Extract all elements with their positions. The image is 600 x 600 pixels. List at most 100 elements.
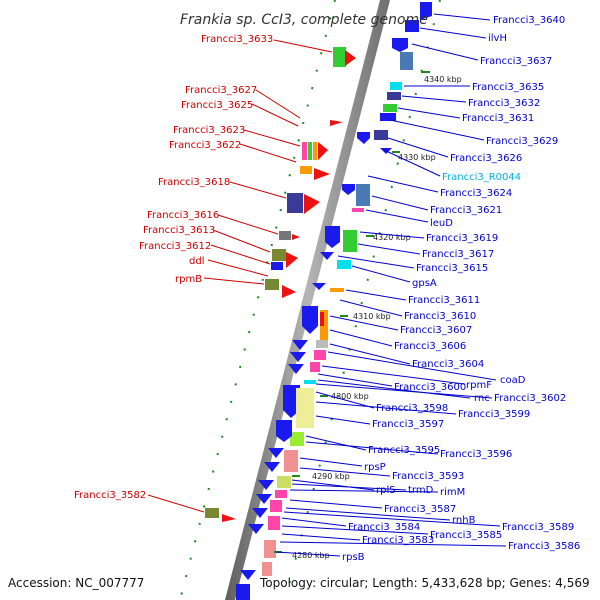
- gene-3631b[interactable]: [380, 113, 396, 121]
- gene-3600c[interactable]: [288, 364, 304, 374]
- gene-label-right[interactable]: Francci3_3617: [422, 249, 494, 260]
- gene-3595[interactable]: [290, 432, 304, 446]
- gene-label-right[interactable]: Francci3_3631: [462, 113, 534, 124]
- gene-3615[interactable]: [320, 252, 334, 260]
- gene-3621[interactable]: [356, 184, 370, 206]
- gene-3616[interactable]: [279, 231, 291, 240]
- gene-label-right[interactable]: Francci3_3619: [426, 233, 498, 244]
- gene-3619[interactable]: [325, 226, 340, 248]
- gene-label-right[interactable]: Francci3_3586: [508, 541, 580, 552]
- gene-label-left[interactable]: ddl: [189, 256, 204, 267]
- gene-rplS[interactable]: [264, 462, 280, 472]
- gene-rnhB[interactable]: [270, 500, 282, 512]
- gene-3618[interactable]: [287, 193, 303, 213]
- gene-label-right[interactable]: trmD: [408, 485, 434, 496]
- gene-ddl[interactable]: [286, 252, 298, 268]
- gene-3631[interactable]: [383, 104, 397, 112]
- gene-label-right[interactable]: leuD: [430, 218, 453, 229]
- gene-label-right[interactable]: Francci3_3640: [493, 15, 565, 26]
- gene-label-right-rna[interactable]: Francci3_R0044: [442, 172, 521, 183]
- gene-3633[interactable]: [333, 47, 346, 67]
- gene-label-right[interactable]: Francci3_3629: [486, 136, 558, 147]
- gene-rpsP[interactable]: [284, 450, 298, 472]
- gene-label-right[interactable]: Francci3_3587: [384, 504, 456, 515]
- gene-label-right[interactable]: Francci3_3584: [348, 522, 420, 533]
- gene-label-right[interactable]: Francci3_3606: [394, 341, 466, 352]
- gene-label-right[interactable]: Francci3_3611: [408, 295, 480, 306]
- gene-label-right[interactable]: Francci3_3595: [368, 445, 440, 456]
- gene-3619b[interactable]: [300, 166, 312, 174]
- gene-label-right[interactable]: Francci3_3626: [450, 153, 522, 164]
- gene-label-right[interactable]: Francci3_3604: [412, 359, 484, 370]
- gene-3584[interactable]: [252, 508, 268, 518]
- gene-gpsA[interactable]: [337, 260, 351, 269]
- gene-label-left[interactable]: Francci3_3622: [169, 140, 241, 151]
- gene-label-left[interactable]: Francci3_3618: [158, 177, 230, 188]
- gene-label-right[interactable]: Francci3_3637: [480, 56, 552, 67]
- gene-3611b[interactable]: [330, 288, 344, 292]
- gene-label-right[interactable]: Francci3_3607: [400, 325, 472, 336]
- gene-3633-arrow[interactable]: [345, 50, 356, 66]
- gene-3606b[interactable]: [320, 312, 324, 326]
- gene-label-left[interactable]: rpmB: [175, 274, 202, 285]
- gene-label-right[interactable]: Francci3_3589: [502, 522, 574, 533]
- gene-3632[interactable]: [387, 92, 401, 100]
- gene-label-right[interactable]: Francci3_3585: [430, 530, 502, 541]
- gene-label-right[interactable]: rimM: [440, 487, 465, 498]
- gene-label-right[interactable]: rpsB: [342, 552, 365, 563]
- gene-3585[interactable]: [268, 516, 280, 530]
- gene-ilvH[interactable]: [405, 20, 419, 32]
- gene-label-right[interactable]: Francci3_3610: [404, 311, 476, 322]
- gene-3602[interactable]: [304, 380, 316, 384]
- gene-3582[interactable]: [205, 508, 219, 518]
- gene-rpmF[interactable]: [310, 362, 320, 372]
- gene-3623[interactable]: [302, 142, 307, 160]
- gene-3622a[interactable]: [308, 142, 312, 160]
- gene-label-left[interactable]: Francci3_3613: [143, 225, 215, 236]
- gene-3637[interactable]: [392, 38, 408, 52]
- gene-rimM[interactable]: [275, 490, 287, 498]
- gene-3586[interactable]: [264, 540, 276, 558]
- gene-label-right[interactable]: rpsP: [364, 462, 386, 473]
- gene-3593[interactable]: [268, 448, 284, 458]
- gene-label-right[interactable]: Francci3_3624: [440, 188, 512, 199]
- gene-label-right[interactable]: coaD: [500, 375, 526, 386]
- gene-3611[interactable]: [312, 283, 326, 290]
- gene-label-right[interactable]: Francci3_3599: [458, 409, 530, 420]
- gene-tail[interactable]: [236, 584, 250, 600]
- gene-3624[interactable]: [342, 184, 355, 195]
- gene-3613[interactable]: [272, 249, 286, 261]
- gene-label-left[interactable]: Francci3_3633: [201, 34, 273, 45]
- gene-label-left[interactable]: Francci3_3616: [147, 210, 219, 221]
- gene-3598[interactable]: [283, 385, 300, 418]
- gene-label-right[interactable]: rpmF: [466, 380, 492, 391]
- gene-3622c[interactable]: [318, 142, 328, 160]
- gene-label-right[interactable]: Francci3_3596: [440, 449, 512, 460]
- gene-label-right[interactable]: rnhB: [452, 515, 476, 526]
- gene-3640[interactable]: [420, 2, 432, 20]
- gene-3626[interactable]: [357, 132, 370, 144]
- gene-label-right[interactable]: Francci3_3602: [494, 393, 566, 404]
- gene-3607[interactable]: [302, 306, 318, 334]
- gene-trmD[interactable]: [277, 476, 291, 488]
- gene-3619c[interactable]: [314, 168, 330, 180]
- gene-rpmB-b[interactable]: [282, 285, 296, 298]
- gene-3600b[interactable]: [290, 352, 306, 362]
- gene-label-right[interactable]: Francci3_3635: [472, 82, 544, 93]
- gene-rpsB[interactable]: [262, 562, 272, 576]
- gene-label-right[interactable]: Francci3_3583: [362, 535, 434, 546]
- gene-3617[interactable]: [343, 230, 357, 252]
- gene-3622b[interactable]: [313, 142, 317, 160]
- gene-label-right[interactable]: rnc: [474, 393, 490, 404]
- gene-label-right[interactable]: Francci3_3597: [372, 419, 444, 430]
- gene-label-right[interactable]: rplS: [376, 485, 396, 496]
- gene-label-right[interactable]: Francci3_3593: [392, 471, 464, 482]
- gene-label-left[interactable]: Francci3_3582: [74, 490, 146, 501]
- gene-label-right[interactable]: Francci3_3615: [416, 263, 488, 274]
- gene-label-left[interactable]: Francci3_3623: [173, 125, 245, 136]
- gene-label-right[interactable]: Francci3_3598: [376, 403, 448, 414]
- gene-rpsB-b[interactable]: [240, 570, 256, 580]
- gene-label-left[interactable]: Francci3_3625: [181, 100, 253, 111]
- gene-3589[interactable]: [256, 494, 272, 504]
- gene-leuD[interactable]: [352, 208, 364, 212]
